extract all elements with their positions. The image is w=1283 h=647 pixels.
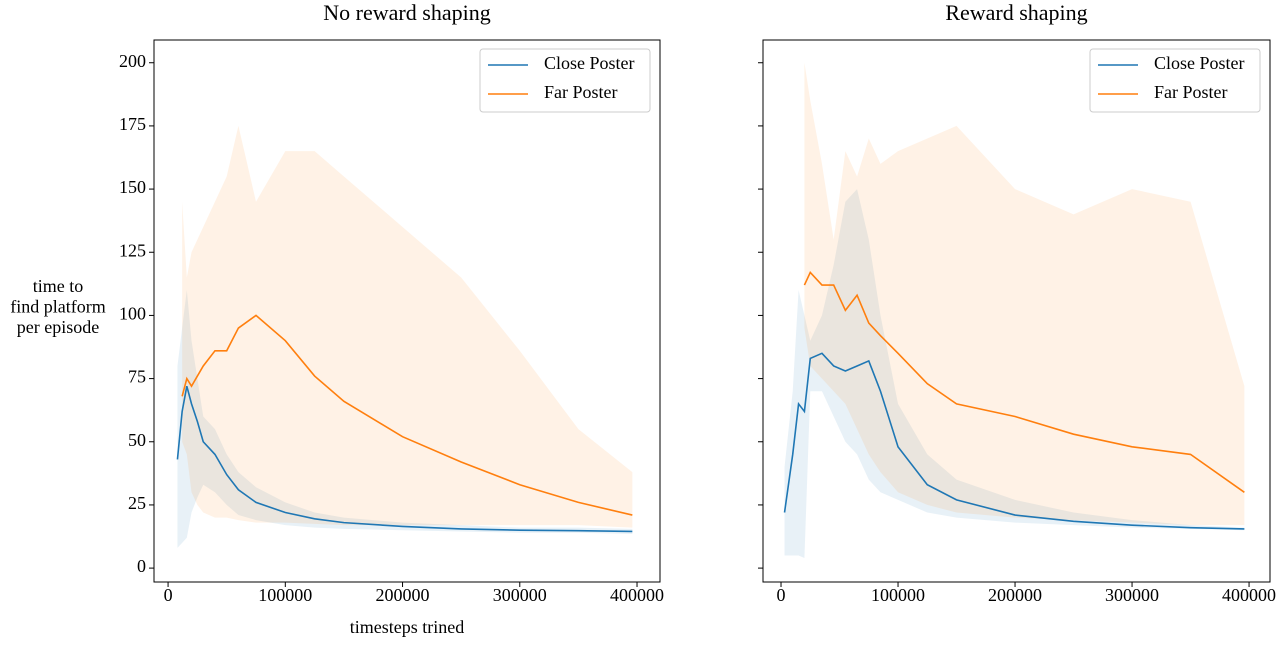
plot-frame: [762, 39, 1271, 583]
x-tick-label: 100000: [871, 585, 925, 605]
y-tick-label: 200: [119, 51, 146, 71]
y-axis-label: time to: [33, 276, 84, 296]
line: [783, 352, 1245, 530]
line: [181, 314, 633, 516]
y-tick-label: 25: [128, 493, 146, 513]
x-tick-label: 100000: [258, 585, 312, 605]
x-tick-label: 200000: [376, 585, 430, 605]
legend-label: Far Poster: [544, 82, 618, 102]
x-tick-label: 300000: [493, 585, 547, 605]
confidence-band: [804, 62, 1245, 526]
legend-label: Close Poster: [544, 53, 635, 73]
y-tick-label: 175: [119, 114, 146, 134]
y-tick-label: 50: [128, 430, 146, 450]
y-tick-label: 100: [119, 304, 146, 324]
line: [176, 385, 633, 533]
confidence-band: [182, 125, 633, 528]
x-tick-label: 300000: [1105, 585, 1159, 605]
plot-frame: [153, 39, 661, 583]
x-axis-label: timesteps trined: [350, 617, 464, 637]
x-tick-label: 400000: [610, 585, 664, 605]
chart-title: Reward shaping: [945, 0, 1087, 25]
y-tick-label: 75: [128, 367, 146, 387]
chart-title: No reward shaping: [323, 0, 490, 25]
x-tick-label: 0: [164, 585, 173, 605]
y-axis-label: per episode: [17, 317, 99, 337]
x-tick-label: 400000: [1222, 585, 1276, 605]
x-tick-label: 200000: [988, 585, 1042, 605]
y-tick-label: 150: [119, 177, 146, 197]
legend-label: Close Poster: [1154, 53, 1245, 73]
confidence-band: [784, 189, 1245, 558]
x-tick-label: 0: [777, 585, 786, 605]
y-tick-label: 125: [119, 240, 146, 260]
line: [803, 271, 1245, 493]
y-axis-label: find platform: [10, 297, 105, 317]
y-tick-label: 0: [137, 556, 146, 576]
legend-label: Far Poster: [1154, 82, 1228, 102]
